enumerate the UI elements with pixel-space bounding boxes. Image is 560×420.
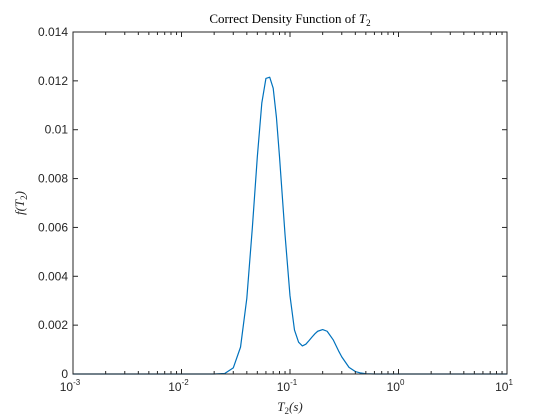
y-axis-label: f(T2) <box>12 191 29 215</box>
x-tick-label: 10-1 <box>277 378 298 394</box>
axes-box <box>72 31 508 375</box>
x-tick-label: 100 <box>387 378 405 394</box>
y-tick-label: 0.002 <box>38 318 68 332</box>
chart-title: Correct Density Function of T2 <box>209 11 370 28</box>
plot-area <box>73 32 507 374</box>
density-series-line <box>72 76 508 375</box>
y-tick-label: 0.006 <box>38 220 68 234</box>
series-layer <box>72 76 508 375</box>
y-tick-label: 0.01 <box>45 123 69 137</box>
y-tick-labels: 0 0.002 0.004 0.006 0.008 0.01 0.012 0.014 <box>38 25 68 381</box>
y-tick-label: 0.008 <box>38 172 68 186</box>
x-tick-label: 10-3 <box>60 378 81 394</box>
y-tick-label: 0.014 <box>38 25 68 39</box>
x-tick-label: 10-2 <box>168 378 189 394</box>
y-tick-label: 0.004 <box>38 269 68 283</box>
y-tick-label: 0 <box>61 367 68 381</box>
x-tick-label: 101 <box>495 378 513 394</box>
y-tick-label: 0.012 <box>38 74 68 88</box>
x-tick-labels: 10-3 10-2 10-1 100 101 <box>60 378 514 394</box>
x-axis-label: T2(s) <box>277 399 302 416</box>
